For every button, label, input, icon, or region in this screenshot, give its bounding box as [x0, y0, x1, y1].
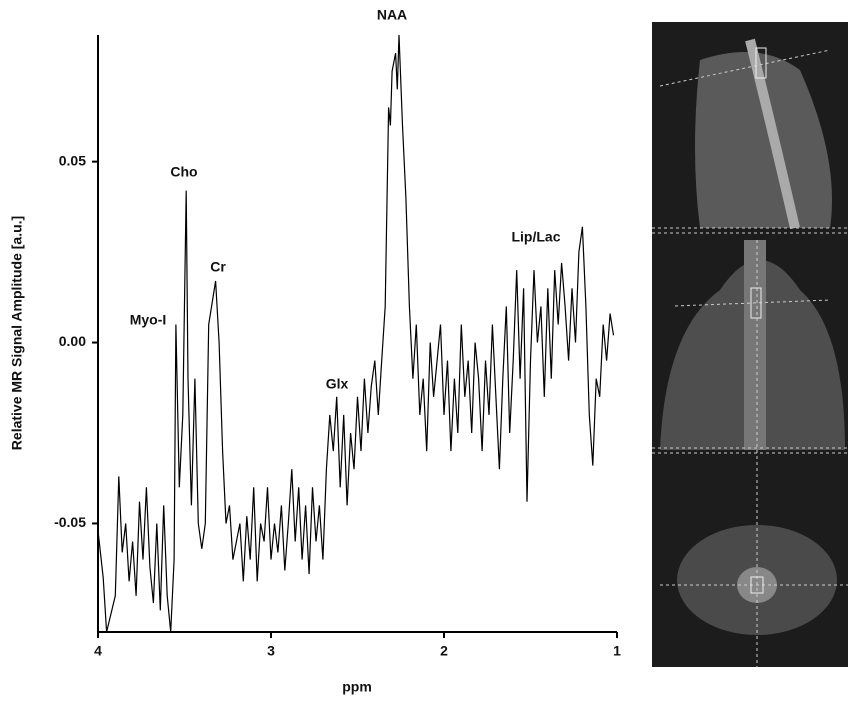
x-axis-label: ppm	[342, 679, 372, 695]
peak-label: Myo-I	[130, 312, 167, 328]
peak-label: Lip/Lac	[511, 229, 560, 245]
mri-cord	[744, 240, 766, 450]
y-axis-label: Relative MR Signal Amplitude [a.u.]	[9, 216, 25, 450]
y-tick-label: -0.05	[54, 514, 86, 530]
y-tick-label: 0.05	[59, 152, 86, 168]
x-tick-label: 4	[94, 643, 102, 659]
mri-guides	[652, 49, 848, 667]
x-tick-label: 2	[440, 643, 448, 659]
peak-label: NAA	[377, 7, 407, 23]
voxel	[750, 287, 762, 319]
voxel	[750, 576, 764, 594]
mri-sagittal	[695, 52, 832, 228]
y-tick-label: 0.00	[59, 333, 86, 349]
guide	[659, 49, 831, 87]
voxel	[755, 47, 767, 79]
x-tick-label: 3	[267, 643, 275, 659]
mri-panel	[652, 22, 848, 667]
x-tick-label: 1	[613, 643, 621, 659]
peak-label: Glx	[326, 376, 349, 392]
guide	[674, 299, 831, 307]
peak-label: Cr	[210, 259, 226, 275]
mri-spine	[745, 38, 800, 230]
spectrum-line	[97, 34, 615, 633]
peak-label: Cho	[170, 164, 197, 180]
